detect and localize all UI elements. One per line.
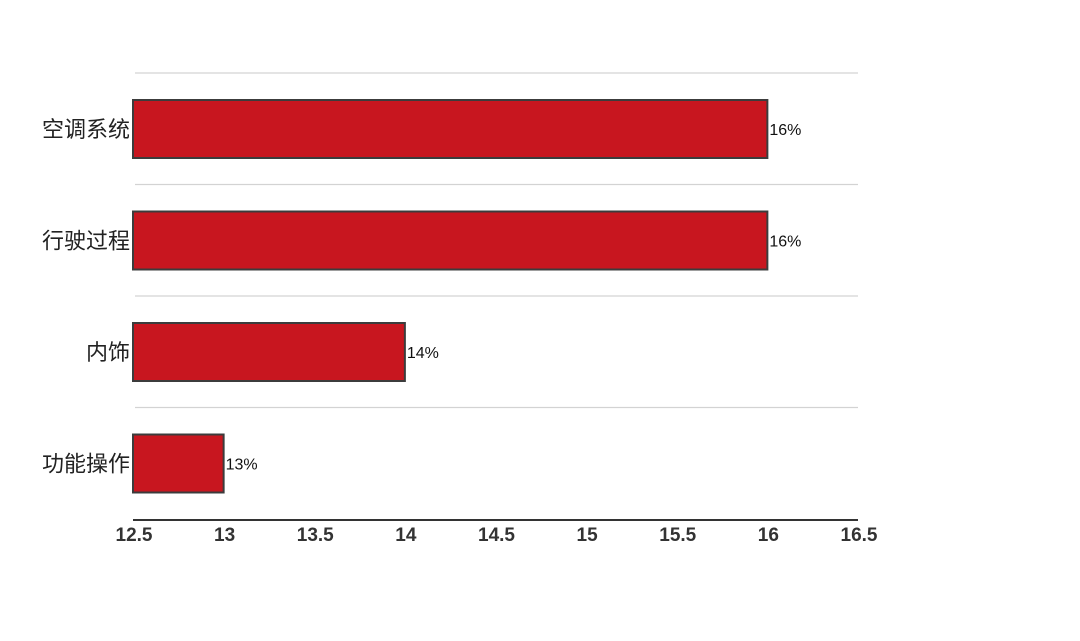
labels: 空调系统 16% 行驶过程 16% 内饰 14% 功能操作 13% xyxy=(42,118,801,478)
x-tick-label: 16.5 xyxy=(841,525,878,546)
bar xyxy=(132,433,225,494)
bars xyxy=(132,99,769,494)
bar xyxy=(132,210,769,271)
bar xyxy=(132,322,406,382)
data-label: 13% xyxy=(226,457,258,474)
x-axis: 12.5 13 13.5 14 14.5 15 15.5 16 16.5 xyxy=(116,519,878,546)
x-tick-label: 13.5 xyxy=(297,525,334,546)
data-label: 16% xyxy=(769,122,801,139)
category-label: 空调系统 xyxy=(42,118,130,143)
x-tick-label: 15.5 xyxy=(659,525,696,546)
category-label: 内饰 xyxy=(86,341,130,366)
x-tick-label: 12.5 xyxy=(116,525,153,546)
data-label: 16% xyxy=(769,234,801,251)
x-tick-label: 16 xyxy=(758,525,779,546)
x-tick-label: 13 xyxy=(214,525,235,546)
gridlines xyxy=(135,72,858,409)
x-tick-label: 14.5 xyxy=(478,525,515,546)
category-label: 行驶过程 xyxy=(42,230,130,255)
x-tick-label: 15 xyxy=(577,525,599,546)
bar xyxy=(132,99,769,159)
x-tick-label: 14 xyxy=(395,525,417,546)
category-label: 功能操作 xyxy=(42,453,130,478)
data-label: 14% xyxy=(407,345,439,362)
